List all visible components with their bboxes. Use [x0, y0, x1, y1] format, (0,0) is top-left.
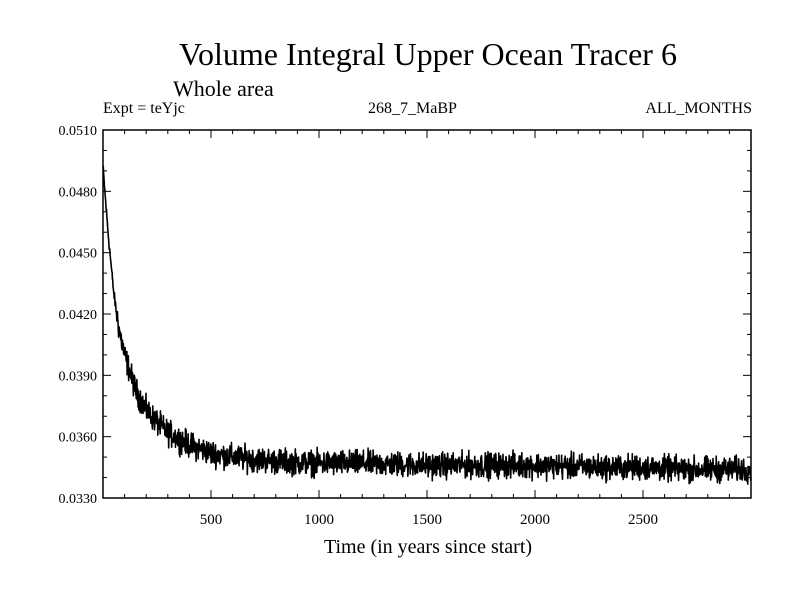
y-tick-label: 0.0480 — [59, 185, 98, 200]
x-tick-label: 2500 — [628, 512, 658, 528]
x-tick-label: 1500 — [412, 512, 442, 528]
x-tick-label: 500 — [200, 512, 223, 528]
y-tick-label: 0.0450 — [59, 247, 98, 262]
y-tick-label: 0.0510 — [59, 124, 98, 139]
series-layer — [102, 165, 752, 485]
y-tick-label: 0.0330 — [59, 492, 98, 507]
y-tick-label: 0.0390 — [59, 369, 98, 384]
x-tick-label: 1000 — [304, 512, 334, 528]
chart-subtitle: Whole area — [173, 76, 274, 101]
y-tick-label: 0.0420 — [59, 308, 98, 323]
x-tick-label: 2000 — [520, 512, 550, 528]
ticks-layer: 500 1000 1500 2000 2500 0.0330 0.0360 0.0390 0.0… — [59, 124, 751, 528]
x-axis-label: Time (in years since start) — [324, 536, 532, 558]
plot-frame — [102, 129, 752, 499]
series-line-0 — [102, 165, 752, 485]
months-label: ALL_MONTHS — [645, 100, 752, 117]
y-tick-label: 0.0360 — [59, 431, 98, 446]
chart-title: Volume Integral Upper Ocean Tracer 6 — [179, 36, 677, 72]
expt-label: Expt = teYjc — [103, 100, 185, 117]
run-label: 268_7_MaBP — [368, 100, 457, 117]
